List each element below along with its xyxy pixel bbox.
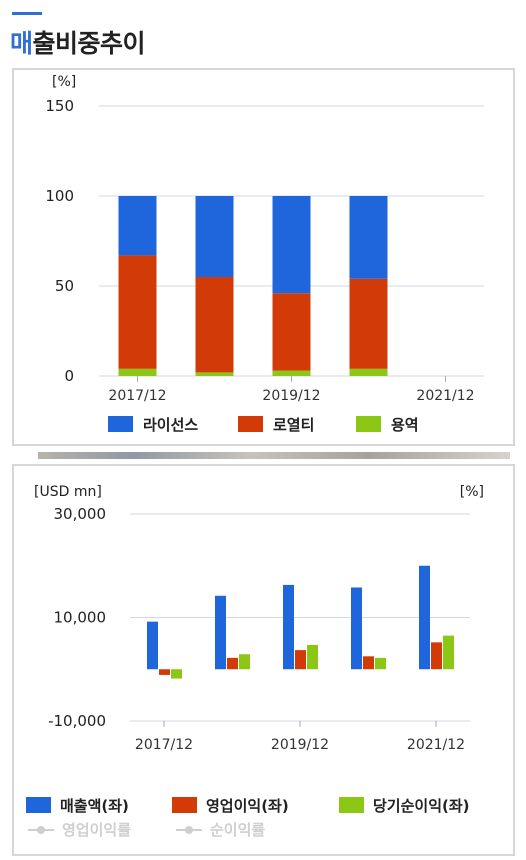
c2-bar [363,656,374,670]
divider-strip [38,452,510,459]
financial-chart: [USD mn] [%] 30,000 10,000 -10,000 2017/12 201… [26,484,484,839]
c1-unit-label: [%] [52,74,76,90]
c2-y-tick-label: -10,000 [48,712,106,730]
c2-legend: 매출액(좌) 영업이익(좌) 당기순이익(좌) 영업이익률 순이익률 [26,797,470,839]
c2-bar [443,635,454,670]
c2-axis: [USD mn] [%] 30,000 10,000 -10,000 2017/12 201… [34,484,484,753]
c2-bar [227,657,238,670]
c1-y-tick-label: 150 [45,97,74,115]
c1-bar-segment [195,372,234,376]
c1-bar-segment [272,196,311,294]
page-title: 매출비중추이 [10,24,146,60]
c1-x-tick-label: 2021/12 [416,388,474,404]
c1-bar-segment [349,196,388,279]
c2-bar [239,654,250,670]
c2-bar [419,565,430,670]
c2-x-tick-label: 2019/12 [271,737,329,753]
c2-bar [147,621,158,670]
legend-swatch-icon [26,797,51,813]
page-title-accent: 매 [10,29,33,58]
c1-y-tick-label: 0 [64,367,74,385]
c2-y-tick-label: 30,000 [54,505,107,523]
c1-bars [118,196,388,376]
legend-swatch-icon [238,416,263,432]
c1-x-tick-label: 2017/12 [108,388,166,404]
c1-bar-segment [118,255,157,369]
c1-legend: 라이선스 로열티 용역 [108,416,419,434]
c1-bar-segment [195,277,234,373]
c1-bar-segment [272,370,311,376]
c2-y-tick-label: 10,000 [54,609,107,627]
sales-share-chart-panel: [%] 150 100 50 0 2017/12 2019/12 2021/12 라이선스 로열… [12,68,515,446]
sales-share-chart: [%] 150 100 50 0 2017/12 2019/12 2021/12 라이선스 로열… [45,74,484,434]
c2-legend-line-label: 순이익률 [210,821,265,839]
c1-y-tick-label: 50 [55,277,74,295]
c1-axis: [%] 150 100 50 0 2017/12 2019/12 2021/12 [45,74,474,404]
c2-bar [283,584,294,670]
c1-legend-label: 라이선스 [143,416,198,434]
legend-swatch-icon [172,797,197,813]
c2-legend-label: 영업이익(좌) [206,797,289,815]
legend-marker-icon [37,826,45,834]
c2-unit-label-right: [%] [460,484,484,500]
legend-swatch-icon [339,797,364,813]
legend-swatch-icon [108,416,133,432]
c1-bar-segment [118,196,157,256]
c1-bar-segment [349,368,388,376]
c1-bar-segment [272,293,311,371]
c2-bar [351,587,362,670]
c2-legend-label: 매출액(좌) [60,797,129,815]
c2-bar [375,657,386,670]
c1-x-tick-label: 2019/12 [262,388,320,404]
c2-legend-label: 당기순이익(좌) [373,797,470,815]
c2-bar [431,642,442,670]
c1-legend-label: 용역 [391,416,419,434]
c1-legend-label: 로열티 [273,416,314,434]
c2-bar [307,644,318,670]
c2-bar [171,669,182,679]
title-accent-line [12,12,42,15]
c2-x-tick-label: 2017/12 [135,737,193,753]
c2-legend-line-label: 영업이익률 [62,821,131,839]
c2-unit-label-left: [USD mn] [34,484,102,500]
c1-bar-segment [195,196,234,277]
page-title-rest: 출비중추이 [32,29,146,58]
c2-bars [147,565,454,679]
c1-bar-segment [349,278,388,369]
c2-bar [295,650,306,670]
c2-bar [159,669,170,675]
c2-bar [215,595,226,670]
c1-bar-segment [118,368,157,376]
financial-chart-panel: [USD mn] [%] 30,000 10,000 -10,000 2017/12 201… [12,464,515,856]
c1-y-tick-label: 100 [45,187,74,205]
legend-marker-icon [185,826,193,834]
legend-swatch-icon [356,416,381,432]
c2-x-tick-label: 2021/12 [407,737,465,753]
